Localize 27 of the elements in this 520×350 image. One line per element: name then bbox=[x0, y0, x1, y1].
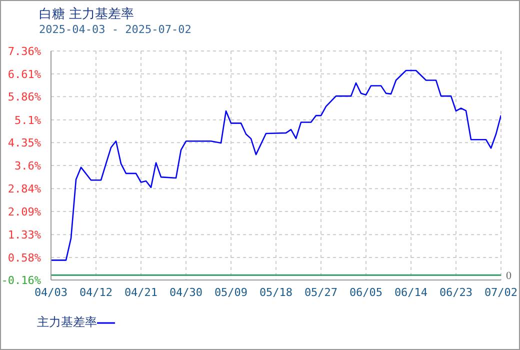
x-tick-label: 05/18 bbox=[259, 286, 293, 299]
x-tick-label: 04/30 bbox=[169, 286, 203, 299]
y-tick-label: 4.35% bbox=[8, 136, 42, 150]
chart-title: 白糖 主力基差率 bbox=[39, 6, 134, 23]
x-tick-label: 05/09 bbox=[214, 286, 248, 299]
y-tick-label: -0.16% bbox=[1, 274, 42, 287]
y-tick-label: 7.36% bbox=[8, 45, 42, 58]
chart-subtitle: 2025-04-03 - 2025-07-02 bbox=[39, 23, 192, 36]
y-tick-label: 5.86% bbox=[8, 90, 42, 104]
x-tick-label: 04/12 bbox=[79, 286, 113, 299]
y-tick-label: 2.09% bbox=[8, 205, 42, 218]
y-tick-label: 5.1% bbox=[14, 114, 42, 127]
y-tick-label: 1.33% bbox=[8, 228, 42, 242]
x-tick-label: 06/05 bbox=[349, 286, 383, 299]
x-tick-label: 07/02 bbox=[484, 286, 518, 299]
x-tick-label: 06/23 bbox=[439, 286, 473, 299]
y-tick-label: 6.61% bbox=[8, 68, 42, 81]
x-tick-label: 04/21 bbox=[124, 286, 158, 299]
x-tick-label: 06/14 bbox=[394, 286, 428, 299]
y-tick-label: 0.58% bbox=[8, 251, 42, 264]
legend-label: 主力基差率 bbox=[37, 314, 98, 331]
ref-line-label: 0 bbox=[506, 270, 512, 282]
y-tick-label: 3.6% bbox=[14, 160, 42, 172]
x-tick-label: 04/03 bbox=[34, 286, 68, 299]
line-series bbox=[51, 70, 501, 261]
y-tick-label: 2.84% bbox=[8, 182, 42, 196]
x-tick-label: 05/27 bbox=[304, 286, 338, 299]
